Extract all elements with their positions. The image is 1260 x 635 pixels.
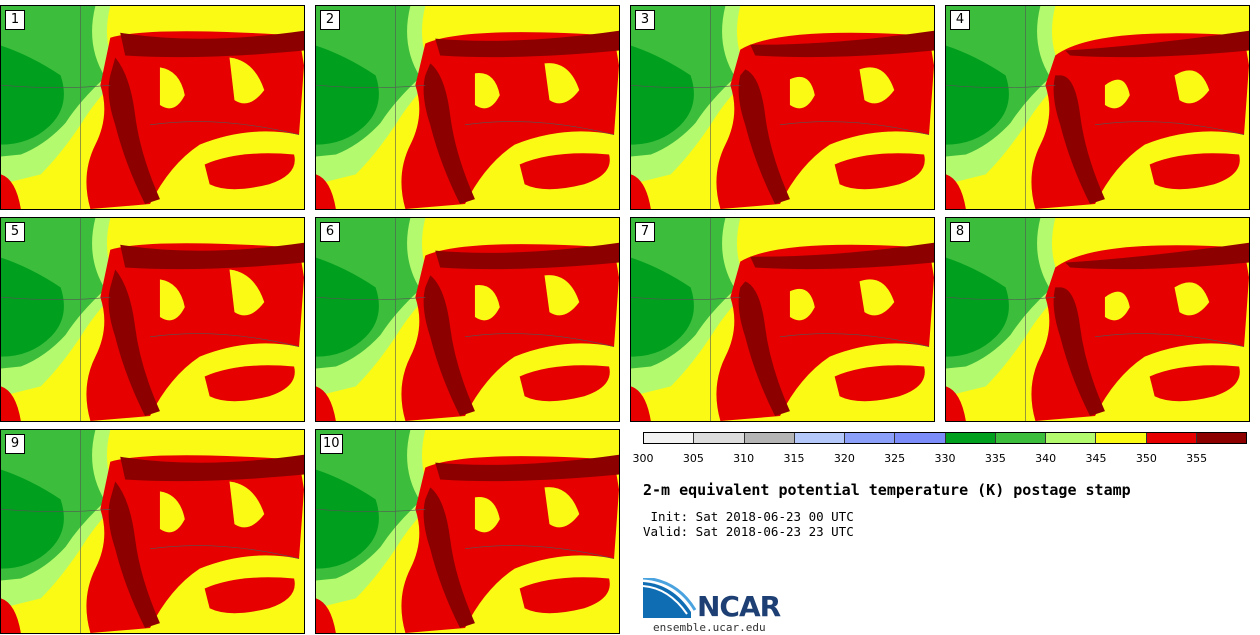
ensemble-member-panel: 1 bbox=[0, 5, 305, 210]
colorbar-segment bbox=[1096, 433, 1147, 443]
colorbar-segment bbox=[694, 433, 745, 443]
init-time: Init: Sat 2018-06-23 00 UTC bbox=[643, 509, 854, 524]
site-url: ensemble.ucar.edu bbox=[653, 621, 766, 634]
colorbar bbox=[643, 432, 1247, 444]
colorbar-tick-label: 330 bbox=[934, 452, 956, 465]
ensemble-member-panel: 4 bbox=[945, 5, 1250, 210]
colorbar-segment bbox=[744, 433, 795, 443]
colorbar-segment bbox=[845, 433, 896, 443]
temperature-map bbox=[316, 6, 619, 209]
member-number: 1 bbox=[5, 10, 25, 30]
ensemble-member-panel: 2 bbox=[315, 5, 620, 210]
colorbar-segment bbox=[1146, 433, 1197, 443]
colorbar-segment bbox=[945, 433, 996, 443]
colorbar-segment bbox=[995, 433, 1046, 443]
member-number: 4 bbox=[950, 10, 970, 30]
colorbar-segment bbox=[644, 433, 695, 443]
colorbar-tick-label: 300 bbox=[632, 452, 654, 465]
member-number: 10 bbox=[320, 434, 343, 454]
member-number: 9 bbox=[5, 434, 25, 454]
colorbar-tick-label: 315 bbox=[783, 452, 805, 465]
temperature-map bbox=[946, 218, 1249, 421]
colorbar-tick-label: 335 bbox=[984, 452, 1006, 465]
temperature-map bbox=[316, 218, 619, 421]
ensemble-member-panel: 5 bbox=[0, 217, 305, 422]
temperature-map bbox=[1, 218, 304, 421]
colorbar-segment bbox=[895, 433, 946, 443]
temperature-map bbox=[946, 6, 1249, 209]
colorbar-tick-label: 340 bbox=[1035, 452, 1057, 465]
valid-time: Valid: Sat 2018-06-23 23 UTC bbox=[643, 524, 854, 539]
figure-title: 2-m equivalent potential temperature (K)… bbox=[643, 481, 1131, 499]
ncar-logo-icon bbox=[643, 578, 697, 618]
member-number: 8 bbox=[950, 222, 970, 242]
colorbar-tick-label: 305 bbox=[682, 452, 704, 465]
ensemble-member-panel: 3 bbox=[630, 5, 935, 210]
colorbar-tick-label: 355 bbox=[1186, 452, 1208, 465]
member-number: 2 bbox=[320, 10, 340, 30]
temperature-map bbox=[1, 6, 304, 209]
ensemble-member-panel: 7 bbox=[630, 217, 935, 422]
colorbar-tick-label: 345 bbox=[1085, 452, 1107, 465]
colorbar-segment bbox=[1196, 433, 1246, 443]
temperature-map bbox=[631, 6, 934, 209]
colorbar-segment bbox=[794, 433, 845, 443]
colorbar-ticks: 300 305 310 315 320 325 330 335 340 345 350 355 bbox=[633, 452, 1247, 466]
colorbar-tick-label: 325 bbox=[884, 452, 906, 465]
ensemble-member-panel: 9 bbox=[0, 429, 305, 634]
colorbar-segment bbox=[1046, 433, 1097, 443]
colorbar-tick-label: 350 bbox=[1135, 452, 1157, 465]
ncar-wordmark: NCAR bbox=[697, 590, 781, 623]
temperature-map bbox=[316, 430, 619, 633]
temperature-map bbox=[1, 430, 304, 633]
ensemble-member-panel: 8 bbox=[945, 217, 1250, 422]
member-number: 7 bbox=[635, 222, 655, 242]
temperature-map bbox=[631, 218, 934, 421]
colorbar-tick-label: 310 bbox=[733, 452, 755, 465]
member-number: 3 bbox=[635, 10, 655, 30]
ensemble-member-panel: 6 bbox=[315, 217, 620, 422]
member-number: 6 bbox=[320, 222, 340, 242]
colorbar-tick-label: 320 bbox=[833, 452, 855, 465]
ensemble-member-panel: 10 bbox=[315, 429, 620, 634]
member-number: 5 bbox=[5, 222, 25, 242]
